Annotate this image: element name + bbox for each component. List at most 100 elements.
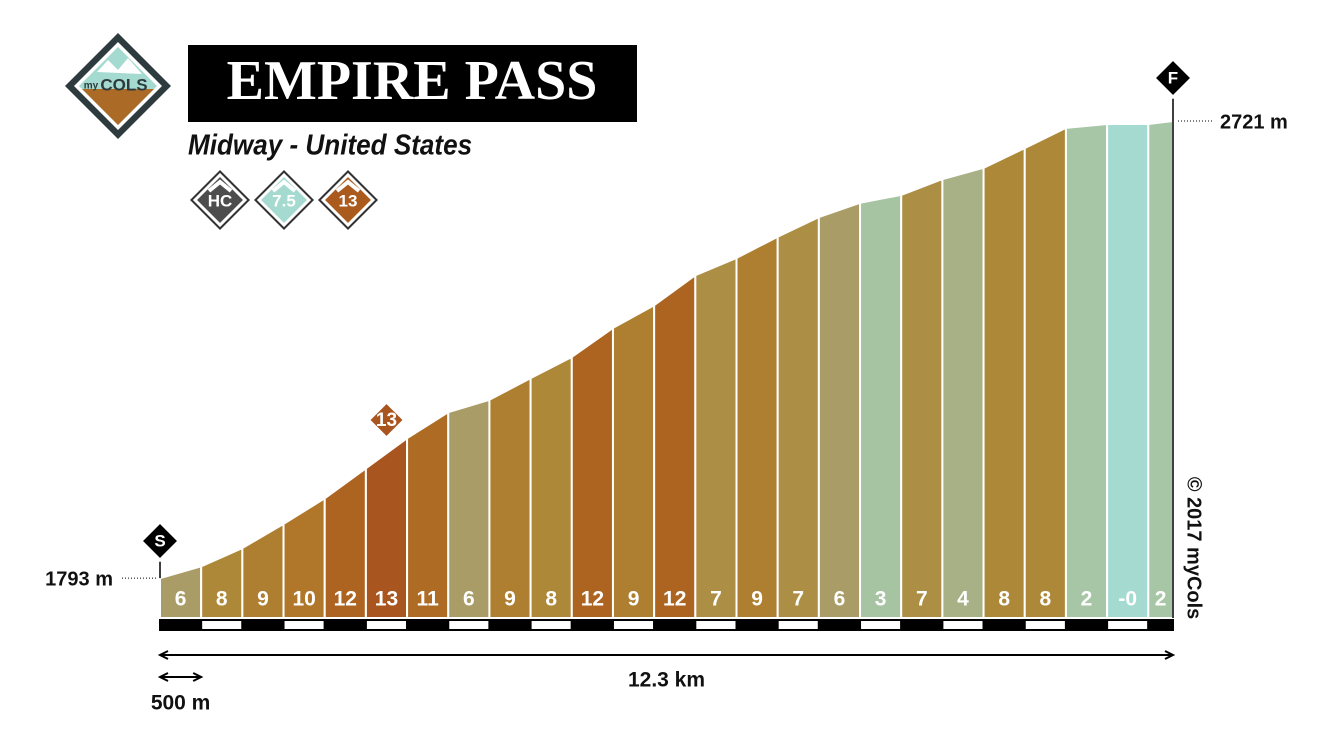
gradient-label: 8	[216, 588, 228, 611]
badge	[256, 172, 312, 228]
start-marker	[138, 519, 182, 563]
segment	[941, 166, 985, 619]
gradient-label: 9	[257, 588, 269, 611]
distance-strip	[529, 619, 573, 631]
max-marker-label: 13	[376, 410, 397, 431]
segment	[817, 201, 862, 619]
segment	[1147, 119, 1174, 619]
gradient-label: 2	[1155, 588, 1167, 611]
segment	[488, 376, 532, 619]
gradient-label: 12	[581, 588, 604, 611]
end-marker-label: F	[1168, 68, 1178, 87]
segment	[776, 215, 820, 619]
distance-strip	[159, 619, 203, 631]
start-marker-label: S	[154, 531, 165, 550]
scale-arrow-head	[157, 672, 169, 682]
end-marker	[1151, 56, 1195, 100]
badge	[320, 172, 376, 228]
segment	[900, 177, 944, 619]
end-elevation: 2721 m	[1220, 111, 1288, 133]
distance-strip	[282, 619, 326, 631]
distance-strip	[776, 619, 820, 631]
start-elevation: 1793 m	[45, 568, 113, 590]
segment	[447, 398, 491, 619]
segment	[570, 325, 614, 619]
chart-title: EMPIRE PASS	[227, 50, 598, 112]
gradient-label: 4	[957, 588, 969, 611]
badge-label: 7.5	[272, 191, 296, 210]
badge	[192, 172, 248, 228]
gradient-label: 6	[175, 588, 187, 611]
gradient-label: 8	[998, 588, 1010, 611]
distance-strip	[859, 619, 903, 631]
distance-strip	[447, 619, 491, 631]
gradient-label: 8	[1040, 588, 1052, 611]
gradient-label: 3	[875, 588, 887, 611]
segment	[1106, 122, 1150, 619]
distance-strip	[653, 619, 697, 631]
distance-strip	[1106, 619, 1150, 631]
distance-strip	[323, 619, 367, 631]
segment	[1064, 122, 1109, 619]
distance-strip	[1064, 619, 1109, 631]
logo-big: COLS	[100, 75, 147, 94]
logo-peaks	[97, 58, 142, 74]
segment	[611, 303, 656, 619]
distance-strip	[694, 619, 738, 631]
distance-strip	[406, 619, 450, 631]
gradient-label: 10	[292, 588, 315, 611]
gradient-label: 8	[545, 588, 557, 611]
distance-strip	[200, 619, 244, 631]
distance-strip	[982, 619, 1026, 631]
distance-strip	[488, 619, 532, 631]
distance-arrow-head	[157, 650, 169, 660]
gradient-label: 6	[463, 588, 475, 611]
segment	[529, 355, 573, 619]
gradient-label: 9	[504, 588, 516, 611]
segment	[653, 273, 697, 619]
max-marker	[366, 399, 407, 441]
badge-peak	[271, 179, 297, 193]
badge-label: 13	[339, 191, 358, 210]
distance-strip	[735, 619, 779, 631]
distance-strip	[364, 619, 409, 631]
distance-strip	[1147, 619, 1175, 631]
badge-peak	[335, 179, 361, 193]
gradient-label: 9	[628, 588, 640, 611]
gradient-label: -0	[1118, 588, 1137, 611]
distance-strip	[817, 619, 862, 631]
scale-label: 500 m	[151, 692, 211, 715]
segment	[735, 235, 779, 619]
distance-strip	[941, 619, 985, 631]
distance-strip	[611, 619, 656, 631]
title-box	[188, 45, 637, 122]
badge-label: HC	[208, 191, 233, 210]
segment	[694, 256, 738, 619]
gradient-label: 11	[417, 588, 440, 611]
gradient-label: 9	[751, 588, 763, 611]
distance-arrow-head	[1164, 650, 1176, 660]
segment	[1023, 126, 1067, 619]
scale-arrow-head	[192, 672, 204, 682]
gradient-label: 12	[663, 588, 686, 611]
gradient-label: 7	[710, 588, 722, 611]
gradient-label: 2	[1081, 588, 1093, 611]
gradient-label: 6	[834, 588, 846, 611]
logo: my COLS	[65, 33, 171, 139]
distance-strip	[1023, 619, 1067, 631]
distance-strip	[241, 619, 285, 631]
gradient-label: 7	[792, 588, 804, 611]
distance-strip	[900, 619, 944, 631]
logo-ground	[82, 89, 154, 125]
segment	[982, 146, 1026, 619]
segment	[859, 193, 903, 619]
badge-peak	[207, 179, 233, 193]
distance-strip	[570, 619, 614, 631]
chart-subtitle: Midway - United States	[188, 128, 472, 161]
gradient-label: 13	[375, 588, 398, 611]
logo-small: my	[84, 81, 99, 92]
gradient-label: 7	[916, 588, 928, 611]
gradient-label: 12	[334, 588, 357, 611]
distance-label: 12.3 km	[628, 669, 705, 692]
